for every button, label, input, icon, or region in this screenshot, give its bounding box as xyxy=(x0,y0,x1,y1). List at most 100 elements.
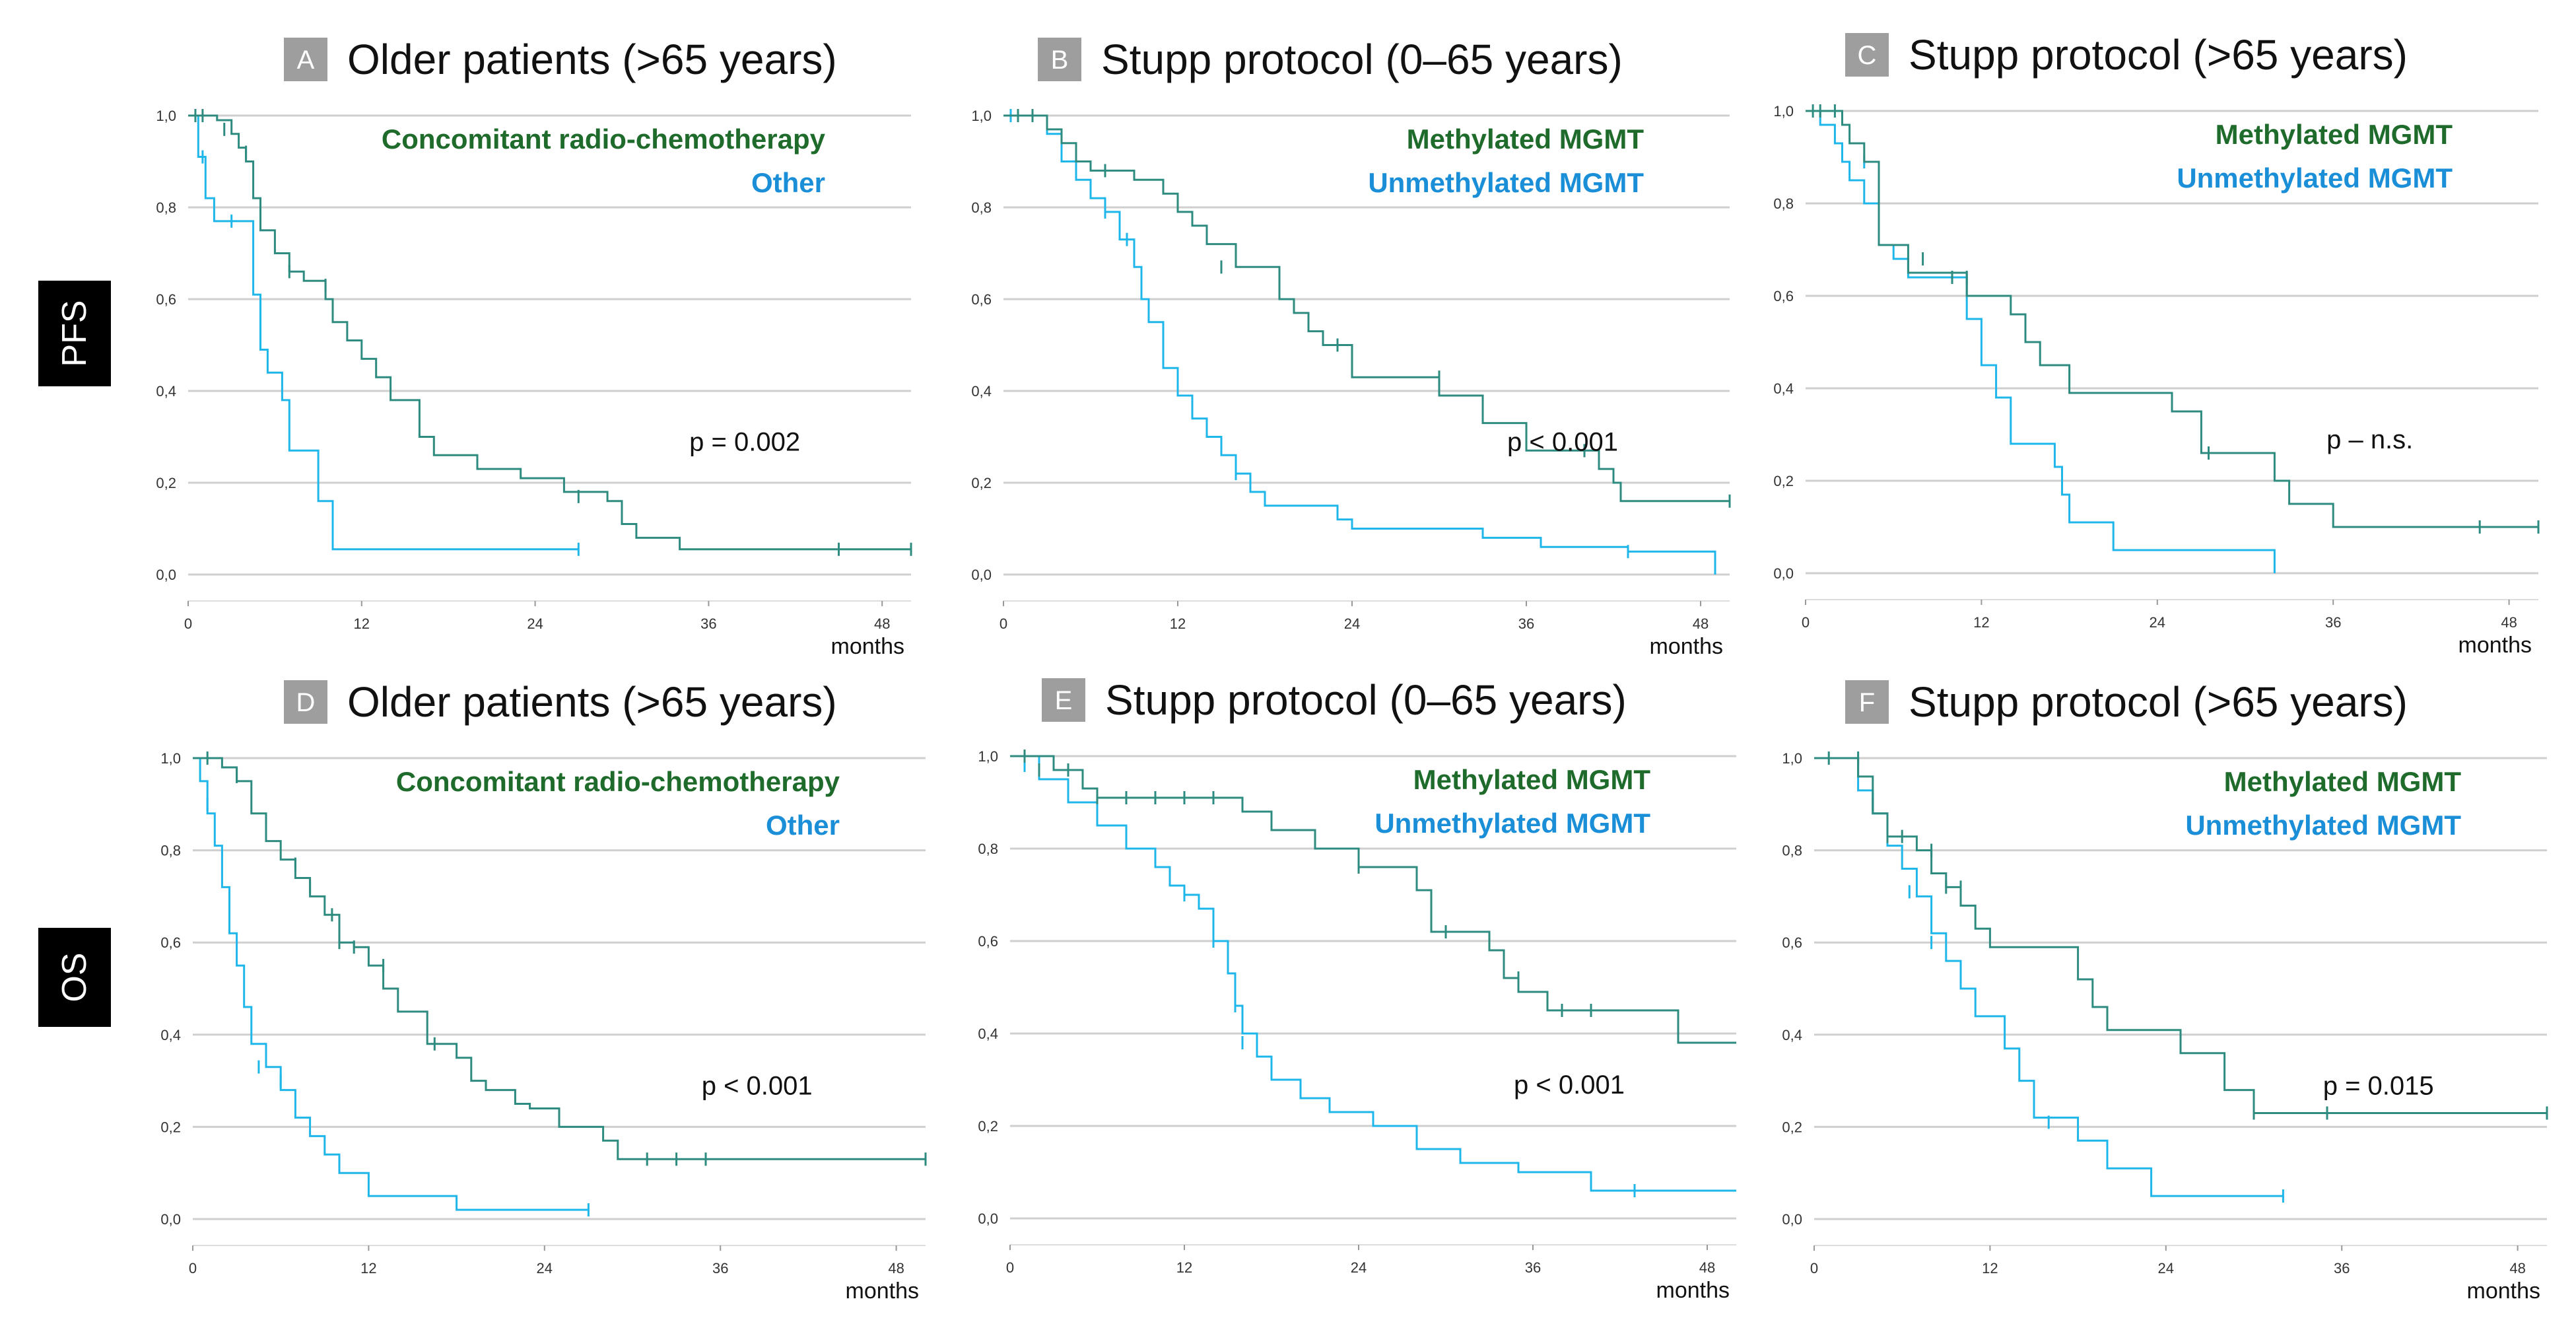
x-tick-label: 12 xyxy=(1982,1260,1998,1277)
x-axis-label: months xyxy=(2467,1278,2541,1304)
y-tick-label: 0,2 xyxy=(1782,1119,1802,1135)
y-tick-label: 0,8 xyxy=(1773,195,1794,212)
x-tick-label: 48 xyxy=(874,615,890,632)
x-tick-label: 0 xyxy=(1802,614,1810,631)
panel-letter: C xyxy=(1858,41,1877,70)
x-tick-label: 24 xyxy=(2150,614,2165,631)
legend-entry: Unmethylated MGMT xyxy=(2177,162,2453,193)
legend-entry: Methylated MGMT xyxy=(1413,764,1651,795)
series-line-dark xyxy=(1010,755,1736,1044)
panel-d: D Older patients (>65 years) 0,0 0,2 0,4 0,6 0… xyxy=(160,678,927,1304)
y-tick-label: 0,8 xyxy=(156,199,176,216)
y-tick-label: 0,0 xyxy=(156,567,176,583)
y-tick-label: 1,0 xyxy=(1782,750,1802,767)
p-value-annotation: p < 0.001 xyxy=(1507,427,1618,456)
x-tick-label: 36 xyxy=(2334,1260,2350,1277)
y-tick-label: 0,4 xyxy=(1773,380,1794,397)
series-line-dark xyxy=(1814,757,2547,1114)
panel-title: Stupp protocol (>65 years) xyxy=(1909,678,2408,726)
panel-title: Stupp protocol (0–65 years) xyxy=(1101,36,1623,83)
x-tick-label: 0 xyxy=(1006,1259,1014,1276)
x-axis-label: months xyxy=(831,634,905,659)
series-line-blue xyxy=(193,757,589,1211)
panel-letter-box xyxy=(1038,38,1081,81)
series-line-dark xyxy=(188,114,911,551)
series-line-dark xyxy=(1806,110,2538,528)
x-tick-label: 12 xyxy=(360,1260,376,1277)
x-tick-label: 48 xyxy=(2509,1260,2525,1277)
x-tick-label: 36 xyxy=(1525,1259,1541,1276)
x-tick-label: 12 xyxy=(1176,1259,1192,1276)
x-axis-label: months xyxy=(1650,634,1724,659)
panel-letter: F xyxy=(1859,688,1875,717)
panel-e: E Stupp protocol (0–65 years) 0,0 0,2 0,4 0,6… xyxy=(978,676,1736,1303)
panel-title: Stupp protocol (0–65 years) xyxy=(1105,676,1627,724)
y-tick-label: 0,2 xyxy=(978,1118,998,1135)
panel-title: Older patients (>65 years) xyxy=(347,678,837,726)
x-tick-label: 24 xyxy=(537,1260,553,1277)
legend-entry: Unmethylated MGMT xyxy=(1374,808,1650,839)
y-tick-label: 1,0 xyxy=(971,108,992,124)
x-tick-label: 0 xyxy=(1000,615,1007,632)
x-tick-label: 0 xyxy=(189,1260,197,1277)
legend-entry: Methylated MGMT xyxy=(2224,766,2462,797)
panel-letter-box xyxy=(1042,678,1085,722)
panel-letter-box xyxy=(284,680,327,724)
p-value-annotation: p < 0.001 xyxy=(1514,1070,1625,1100)
y-tick-label: 0,4 xyxy=(978,1026,998,1042)
y-tick-label: 0,4 xyxy=(160,1027,181,1043)
x-tick-label: 48 xyxy=(1693,615,1709,632)
panel-letter-box xyxy=(1845,680,1889,724)
x-tick-label: 12 xyxy=(354,615,370,632)
y-tick-label: 1,0 xyxy=(978,748,998,765)
x-tick-label: 48 xyxy=(888,1260,904,1277)
y-tick-label: 0,0 xyxy=(1773,565,1794,582)
y-tick-label: 0,6 xyxy=(978,933,998,950)
y-tick-label: 0,4 xyxy=(156,383,176,400)
x-axis-label: months xyxy=(846,1278,920,1304)
x-tick-label: 0 xyxy=(1810,1260,1818,1277)
row-label-os-text: OS xyxy=(55,952,94,1002)
y-tick-label: 0,2 xyxy=(156,475,176,491)
row-label-pfs-box xyxy=(38,281,111,386)
row-label-pfs: PFS xyxy=(38,281,111,386)
series-line-dark xyxy=(1003,114,1730,503)
x-tick-label: 24 xyxy=(1344,615,1360,632)
panel-letter: E xyxy=(1055,686,1073,715)
legend-entry: Concomitant radio-chemotherapy xyxy=(382,123,826,155)
y-tick-label: 0,0 xyxy=(1782,1211,1802,1228)
legend-entry: Other xyxy=(751,167,825,198)
x-tick-label: 36 xyxy=(2325,614,2341,631)
panel-title: Stupp protocol (>65 years) xyxy=(1909,31,2408,79)
x-tick-label: 36 xyxy=(1518,615,1534,632)
panel-c: C Stupp protocol (>65 years) 0,0 0,2 0,4 0,6 0… xyxy=(1773,31,2540,658)
y-tick-label: 0,6 xyxy=(156,291,176,308)
y-tick-label: 0,0 xyxy=(971,567,992,583)
panel-a: A Older patients (>65 years) 0,0 0,2 0,4 0,6 0… xyxy=(156,36,912,659)
x-tick-label: 24 xyxy=(527,615,543,632)
x-axis-label: months xyxy=(1656,1278,1730,1303)
legend-entry: Concomitant radio-chemotherapy xyxy=(396,766,840,797)
panel-letter-box xyxy=(1845,33,1889,77)
series-line-blue xyxy=(1003,114,1716,575)
series-line-blue xyxy=(188,114,579,551)
y-tick-label: 1,0 xyxy=(1773,103,1794,120)
panel-b: B Stupp protocol (0–65 years) 0,0 0,2 0,4 0,6… xyxy=(971,36,1731,659)
x-tick-label: 48 xyxy=(1699,1259,1715,1276)
x-tick-label: 0 xyxy=(184,615,192,632)
panels-layer: A Older patients (>65 years) 0,0 0,2 0,4 0,6 0… xyxy=(156,31,2548,1304)
y-tick-label: 0,8 xyxy=(1782,843,1802,859)
series-line-blue xyxy=(1010,755,1736,1192)
y-tick-label: 0,0 xyxy=(978,1210,998,1227)
x-tick-label: 12 xyxy=(1170,615,1186,632)
y-tick-label: 0,0 xyxy=(160,1211,181,1228)
legend-entry: Unmethylated MGMT xyxy=(2185,810,2461,841)
panel-letter: B xyxy=(1051,46,1069,75)
p-value-annotation: p = 0.015 xyxy=(2323,1072,2434,1101)
y-tick-label: 0,4 xyxy=(1782,1027,1802,1043)
panel-letter-box xyxy=(284,38,327,81)
row-label-os-box xyxy=(38,928,111,1027)
x-tick-label: 36 xyxy=(700,615,716,632)
x-tick-label: 36 xyxy=(712,1260,728,1277)
legend-entry: Unmethylated MGMT xyxy=(1368,167,1644,198)
